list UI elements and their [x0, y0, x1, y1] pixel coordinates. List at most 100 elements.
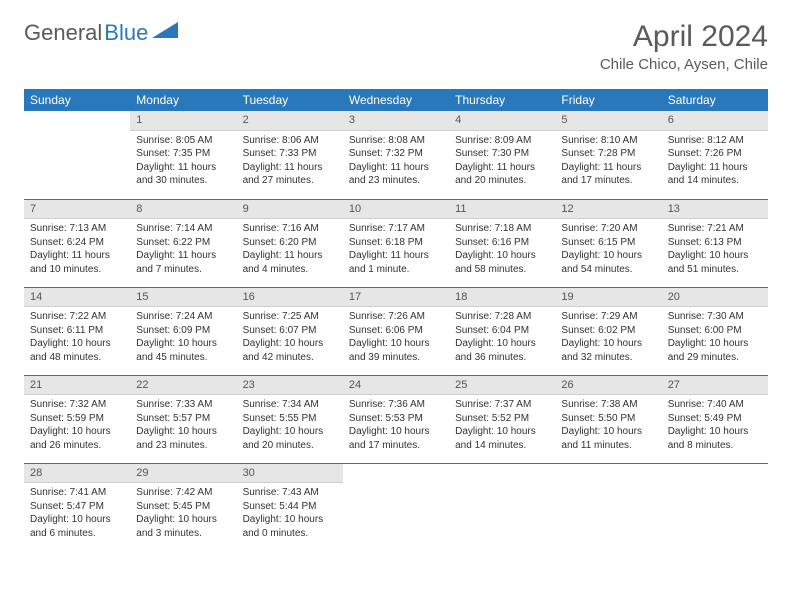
daylight-line: Daylight: 11 hours and 23 minutes.: [349, 161, 443, 188]
calendar-body: 1Sunrise: 8:05 AMSunset: 7:35 PMDaylight…: [24, 111, 768, 551]
day-body: Sunrise: 8:12 AMSunset: 7:26 PMDaylight:…: [662, 131, 768, 192]
day-body: Sunrise: 7:33 AMSunset: 5:57 PMDaylight:…: [130, 395, 236, 456]
calendar-table: SundayMondayTuesdayWednesdayThursdayFrid…: [24, 89, 768, 551]
calendar-day-cell: 26Sunrise: 7:38 AMSunset: 5:50 PMDayligh…: [555, 375, 661, 463]
daylight-line: Daylight: 11 hours and 27 minutes.: [243, 161, 337, 188]
weekday-header: Wednesday: [343, 89, 449, 111]
day-body: Sunrise: 7:16 AMSunset: 6:20 PMDaylight:…: [237, 219, 343, 280]
sunset-line: Sunset: 5:59 PM: [30, 412, 124, 426]
sunrise-line: Sunrise: 7:16 AM: [243, 222, 337, 236]
day-body: Sunrise: 7:37 AMSunset: 5:52 PMDaylight:…: [449, 395, 555, 456]
day-number: 12: [555, 200, 661, 220]
sunset-line: Sunset: 5:45 PM: [136, 500, 230, 514]
daylight-line: Daylight: 11 hours and 7 minutes.: [136, 249, 230, 276]
sunset-line: Sunset: 5:55 PM: [243, 412, 337, 426]
day-body: Sunrise: 7:32 AMSunset: 5:59 PMDaylight:…: [24, 395, 130, 456]
weekday-header: Sunday: [24, 89, 130, 111]
sunrise-line: Sunrise: 7:17 AM: [349, 222, 443, 236]
sunrise-line: Sunrise: 7:33 AM: [136, 398, 230, 412]
daylight-line: Daylight: 10 hours and 45 minutes.: [136, 337, 230, 364]
brand-part1: General: [24, 20, 102, 46]
sunset-line: Sunset: 5:57 PM: [136, 412, 230, 426]
day-body: Sunrise: 7:17 AMSunset: 6:18 PMDaylight:…: [343, 219, 449, 280]
day-number: 23: [237, 376, 343, 396]
sunrise-line: Sunrise: 7:38 AM: [561, 398, 655, 412]
sunset-line: Sunset: 6:09 PM: [136, 324, 230, 338]
calendar-day-cell: [24, 111, 130, 199]
daylight-line: Daylight: 10 hours and 0 minutes.: [243, 513, 337, 540]
day-number: 9: [237, 200, 343, 220]
sunrise-line: Sunrise: 7:36 AM: [349, 398, 443, 412]
day-number: 24: [343, 376, 449, 396]
sunrise-line: Sunrise: 7:43 AM: [243, 486, 337, 500]
calendar-day-cell: 10Sunrise: 7:17 AMSunset: 6:18 PMDayligh…: [343, 199, 449, 287]
calendar-week-row: 1Sunrise: 8:05 AMSunset: 7:35 PMDaylight…: [24, 111, 768, 199]
sunrise-line: Sunrise: 8:12 AM: [668, 134, 762, 148]
calendar-day-cell: 21Sunrise: 7:32 AMSunset: 5:59 PMDayligh…: [24, 375, 130, 463]
calendar-day-cell: 4Sunrise: 8:09 AMSunset: 7:30 PMDaylight…: [449, 111, 555, 199]
day-body: Sunrise: 7:38 AMSunset: 5:50 PMDaylight:…: [555, 395, 661, 456]
sunrise-line: Sunrise: 7:29 AM: [561, 310, 655, 324]
day-number: 8: [130, 200, 236, 220]
sunrise-line: Sunrise: 7:40 AM: [668, 398, 762, 412]
brand-triangle-icon: [152, 22, 178, 45]
calendar-day-cell: 11Sunrise: 7:18 AMSunset: 6:16 PMDayligh…: [449, 199, 555, 287]
sunrise-line: Sunrise: 8:10 AM: [561, 134, 655, 148]
calendar-day-cell: 27Sunrise: 7:40 AMSunset: 5:49 PMDayligh…: [662, 375, 768, 463]
sunset-line: Sunset: 6:06 PM: [349, 324, 443, 338]
daylight-line: Daylight: 10 hours and 6 minutes.: [30, 513, 124, 540]
calendar-week-row: 7Sunrise: 7:13 AMSunset: 6:24 PMDaylight…: [24, 199, 768, 287]
sunrise-line: Sunrise: 7:20 AM: [561, 222, 655, 236]
calendar-day-cell: 16Sunrise: 7:25 AMSunset: 6:07 PMDayligh…: [237, 287, 343, 375]
daylight-line: Daylight: 11 hours and 30 minutes.: [136, 161, 230, 188]
day-body: Sunrise: 8:08 AMSunset: 7:32 PMDaylight:…: [343, 131, 449, 192]
sunset-line: Sunset: 7:32 PM: [349, 147, 443, 161]
sunrise-line: Sunrise: 7:26 AM: [349, 310, 443, 324]
daylight-line: Daylight: 10 hours and 20 minutes.: [243, 425, 337, 452]
sunset-line: Sunset: 5:47 PM: [30, 500, 124, 514]
sunrise-line: Sunrise: 7:30 AM: [668, 310, 762, 324]
sunset-line: Sunset: 5:50 PM: [561, 412, 655, 426]
day-number: 29: [130, 464, 236, 484]
calendar-day-cell: [343, 463, 449, 551]
sunset-line: Sunset: 7:26 PM: [668, 147, 762, 161]
daylight-line: Daylight: 10 hours and 17 minutes.: [349, 425, 443, 452]
sunset-line: Sunset: 6:00 PM: [668, 324, 762, 338]
day-number: 22: [130, 376, 236, 396]
day-body: Sunrise: 7:26 AMSunset: 6:06 PMDaylight:…: [343, 307, 449, 368]
day-number: 3: [343, 111, 449, 131]
day-body: Sunrise: 7:28 AMSunset: 6:04 PMDaylight:…: [449, 307, 555, 368]
sunset-line: Sunset: 7:33 PM: [243, 147, 337, 161]
day-body: Sunrise: 7:14 AMSunset: 6:22 PMDaylight:…: [130, 219, 236, 280]
day-body: Sunrise: 8:05 AMSunset: 7:35 PMDaylight:…: [130, 131, 236, 192]
daylight-line: Daylight: 11 hours and 1 minute.: [349, 249, 443, 276]
daylight-line: Daylight: 10 hours and 14 minutes.: [455, 425, 549, 452]
calendar-day-cell: 9Sunrise: 7:16 AMSunset: 6:20 PMDaylight…: [237, 199, 343, 287]
daylight-line: Daylight: 11 hours and 14 minutes.: [668, 161, 762, 188]
day-body: Sunrise: 7:34 AMSunset: 5:55 PMDaylight:…: [237, 395, 343, 456]
calendar-day-cell: 6Sunrise: 8:12 AMSunset: 7:26 PMDaylight…: [662, 111, 768, 199]
daylight-line: Daylight: 10 hours and 8 minutes.: [668, 425, 762, 452]
sunset-line: Sunset: 5:53 PM: [349, 412, 443, 426]
daylight-line: Daylight: 10 hours and 26 minutes.: [30, 425, 124, 452]
calendar-day-cell: 28Sunrise: 7:41 AMSunset: 5:47 PMDayligh…: [24, 463, 130, 551]
daylight-line: Daylight: 10 hours and 42 minutes.: [243, 337, 337, 364]
weekday-header: Saturday: [662, 89, 768, 111]
daylight-line: Daylight: 10 hours and 58 minutes.: [455, 249, 549, 276]
day-body: Sunrise: 7:36 AMSunset: 5:53 PMDaylight:…: [343, 395, 449, 456]
daylight-line: Daylight: 10 hours and 11 minutes.: [561, 425, 655, 452]
day-number: 20: [662, 288, 768, 308]
calendar-day-cell: 5Sunrise: 8:10 AMSunset: 7:28 PMDaylight…: [555, 111, 661, 199]
sunset-line: Sunset: 6:11 PM: [30, 324, 124, 338]
sunrise-line: Sunrise: 7:13 AM: [30, 222, 124, 236]
calendar-day-cell: 18Sunrise: 7:28 AMSunset: 6:04 PMDayligh…: [449, 287, 555, 375]
day-body: Sunrise: 7:18 AMSunset: 6:16 PMDaylight:…: [449, 219, 555, 280]
sunrise-line: Sunrise: 7:37 AM: [455, 398, 549, 412]
calendar-week-row: 14Sunrise: 7:22 AMSunset: 6:11 PMDayligh…: [24, 287, 768, 375]
calendar-day-cell: 13Sunrise: 7:21 AMSunset: 6:13 PMDayligh…: [662, 199, 768, 287]
daylight-line: Daylight: 10 hours and 36 minutes.: [455, 337, 549, 364]
sunrise-line: Sunrise: 7:25 AM: [243, 310, 337, 324]
day-body: Sunrise: 7:42 AMSunset: 5:45 PMDaylight:…: [130, 483, 236, 544]
sunrise-line: Sunrise: 8:09 AM: [455, 134, 549, 148]
sunrise-line: Sunrise: 7:14 AM: [136, 222, 230, 236]
